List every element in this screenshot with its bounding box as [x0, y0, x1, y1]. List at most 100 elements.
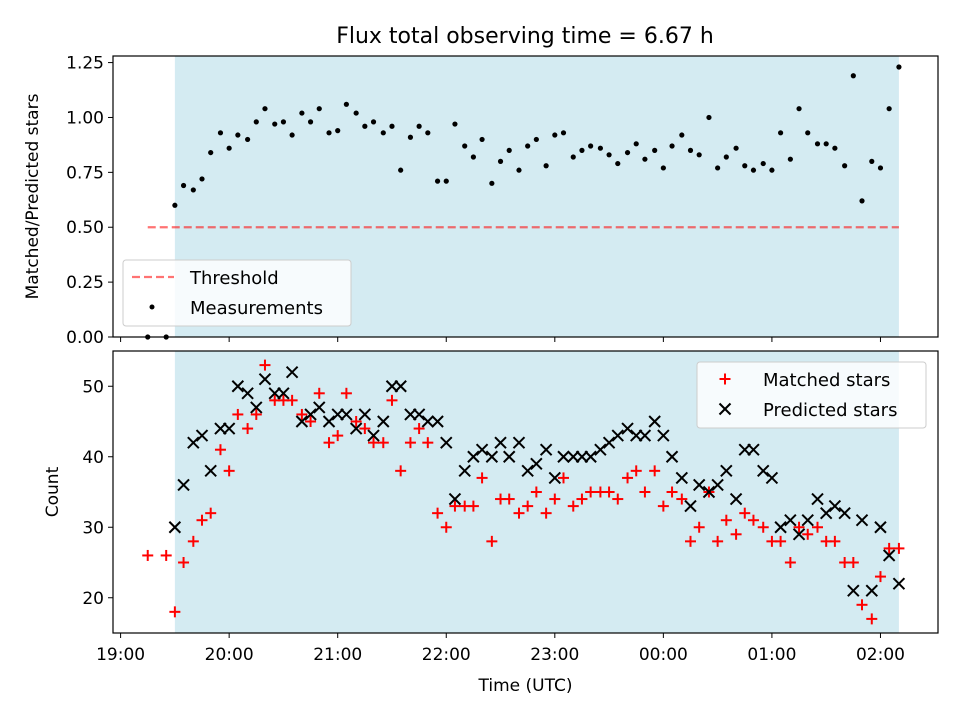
matched-point [793, 521, 805, 533]
measurement-point [316, 106, 322, 112]
y-tick-label: 1.25 [66, 54, 104, 74]
matched-point [685, 535, 696, 547]
measurement-point [823, 141, 829, 147]
cross-stroke [304, 408, 317, 421]
predicted-point [819, 506, 833, 520]
measurement-point [180, 182, 187, 189]
predicted-point [503, 450, 516, 463]
cross-stroke [657, 429, 670, 442]
measurement-point [777, 130, 784, 136]
matched-point [649, 465, 661, 477]
matched-point [323, 437, 335, 449]
predicted-point [421, 415, 435, 428]
predicted-point [231, 380, 245, 393]
predicted-point [720, 464, 733, 478]
predicted-point [684, 499, 697, 513]
measurement-point [307, 119, 314, 125]
measurement-point [715, 165, 721, 171]
matched-point [829, 535, 841, 547]
measurement-point [543, 163, 549, 169]
matched-point [522, 500, 534, 512]
measurement-point [796, 106, 802, 112]
cross-stroke [665, 450, 679, 463]
cross-stroke [838, 506, 851, 520]
cross-stroke [503, 450, 516, 463]
predicted-point [412, 408, 426, 421]
predicted-point [648, 415, 661, 428]
predicted-point [304, 408, 317, 421]
cross-stroke [168, 521, 182, 534]
legend-cross-marker [718, 402, 732, 416]
matched-point [359, 423, 371, 435]
matched-point [612, 493, 624, 505]
y-tick-label: 40 [82, 448, 104, 468]
cross-stroke [720, 464, 733, 478]
matched-point [847, 557, 859, 568]
predicted-point [729, 492, 743, 506]
measurement-point [470, 154, 476, 160]
cross-stroke [521, 464, 534, 478]
measurement-point [353, 110, 359, 116]
predicted-point [692, 478, 706, 492]
y-tick-label: 0.25 [66, 273, 104, 293]
measurement-point [253, 119, 259, 125]
matched-point [712, 535, 724, 547]
matched-point [874, 571, 886, 583]
matched-point [730, 528, 742, 540]
cross-stroke [819, 506, 833, 520]
legend-measurements-swatch [149, 304, 155, 310]
measurement-point [362, 123, 368, 129]
predicted-point [367, 429, 380, 442]
matched-point [747, 514, 759, 526]
cross-stroke [258, 372, 272, 386]
measurement-point [805, 130, 811, 136]
measurement-point [380, 130, 386, 136]
count-points [142, 359, 906, 625]
matched-point [676, 493, 688, 505]
measurement-point [289, 132, 295, 138]
cross-stroke [421, 415, 435, 428]
predicted-point [657, 429, 670, 442]
cross-stroke [475, 443, 489, 456]
cross-stroke [602, 436, 616, 449]
cross-stroke [448, 492, 462, 506]
x-tick-label: 00:00 [639, 645, 688, 665]
measurement-point [497, 158, 504, 164]
cross-stroke [195, 429, 209, 442]
cross-stroke [431, 415, 444, 428]
measurement-point [335, 128, 341, 134]
cross-stroke [458, 464, 471, 478]
measurement-point [533, 136, 539, 143]
legend-matched-swatch [719, 373, 731, 385]
top-legend: Threshold Measurements [122, 259, 352, 327]
x-tick-label: 23:00 [530, 645, 579, 665]
cross-stroke [277, 387, 290, 400]
matched-point [259, 359, 271, 371]
matched-point [784, 557, 796, 568]
cross-stroke [811, 492, 824, 506]
cross-stroke [512, 436, 526, 449]
measurement-point [886, 106, 892, 112]
matched-point [530, 486, 542, 498]
predicted-point [512, 436, 526, 449]
predicted-point [295, 415, 309, 428]
measurement-point [462, 143, 468, 149]
bottom-legend-box [696, 361, 927, 429]
predicted-point [711, 478, 724, 492]
cross-stroke [222, 422, 236, 435]
matched-point [657, 500, 669, 512]
measurement-point [299, 110, 305, 116]
predicted-point [757, 464, 770, 478]
measurement-point [226, 145, 232, 151]
matched-point [513, 507, 525, 519]
measurement-point [606, 152, 612, 158]
matched-point [576, 493, 588, 505]
cross-stroke [757, 464, 770, 478]
predicted-point [349, 422, 363, 435]
measurement-point [489, 180, 495, 186]
measurement-point [769, 167, 775, 173]
cross-stroke [638, 429, 652, 442]
cross-stroke [530, 457, 543, 471]
cross-stroke [892, 577, 906, 590]
matched-point [540, 507, 552, 519]
